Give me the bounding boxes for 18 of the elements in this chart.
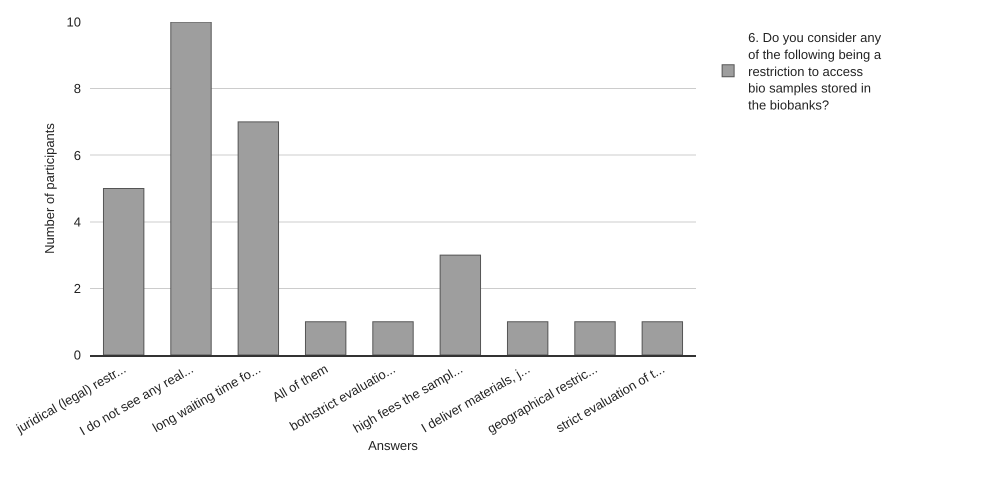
bar <box>170 22 212 355</box>
bar <box>102 188 144 355</box>
bar <box>506 321 548 355</box>
y-tick-label: 6 <box>74 148 81 163</box>
bar <box>642 321 684 355</box>
bar <box>440 254 482 355</box>
y-tick-label: 10 <box>66 14 81 30</box>
y-tick-label: 0 <box>74 348 81 363</box>
bar <box>304 321 346 355</box>
y-tick-label: 4 <box>74 214 81 230</box>
x-axis-title: Answers <box>368 438 418 453</box>
y-tick-label: 2 <box>74 280 81 296</box>
bar <box>372 321 414 355</box>
legend-label: 6. Do you consider any of the following being a restriction to access bio samples stored in the biobanks? <box>748 30 882 113</box>
y-tick-label: 8 <box>74 81 81 96</box>
bar <box>574 321 616 355</box>
y-axis-title: Number of participants <box>42 122 57 254</box>
bar <box>238 121 280 355</box>
